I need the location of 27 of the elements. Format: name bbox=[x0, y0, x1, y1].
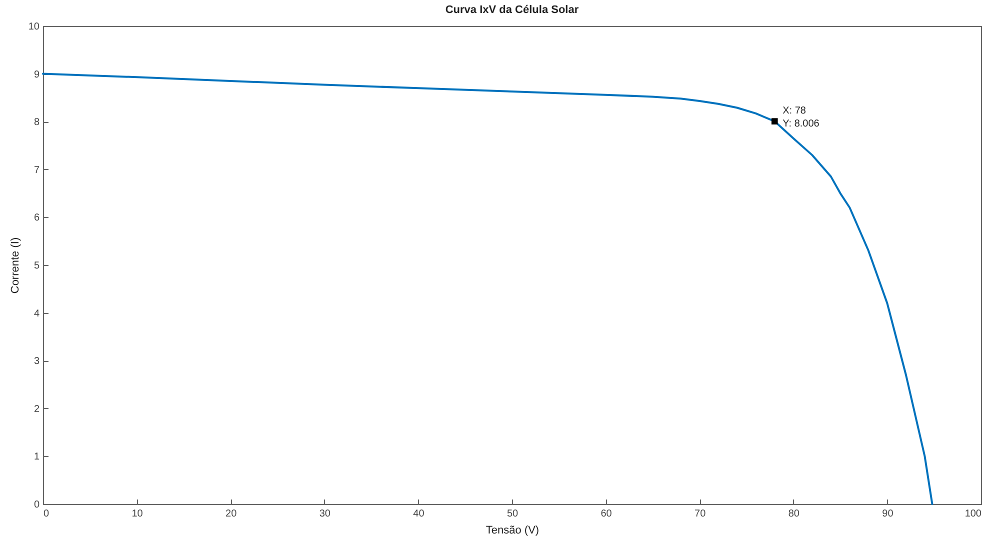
y-tick-label: 2 bbox=[34, 404, 40, 415]
chart-title: Curva IxV da Célula Solar bbox=[445, 4, 580, 16]
y-tick-label: 10 bbox=[28, 22, 40, 32]
y-tick-label: 6 bbox=[34, 212, 40, 224]
x-tick-label: 40 bbox=[413, 508, 425, 520]
y-tick-label: 4 bbox=[34, 308, 40, 320]
x-tick-label: 20 bbox=[226, 508, 238, 520]
x-tick-label: 80 bbox=[788, 508, 800, 520]
y-tick-label: 7 bbox=[34, 164, 40, 176]
y-tick-label: 8 bbox=[34, 117, 40, 128]
y-tick-label: 5 bbox=[34, 260, 40, 272]
annotation: X: 78 Y: 8.006 bbox=[782, 105, 820, 130]
line-series bbox=[42, 72, 934, 505]
y-tick-label: 3 bbox=[34, 356, 40, 368]
y-tick-label: 0 bbox=[34, 500, 40, 510]
x-tick-label: 30 bbox=[319, 508, 331, 520]
x-tick-label: 90 bbox=[882, 508, 894, 520]
y-tick-label: 9 bbox=[34, 69, 40, 80]
x-tick-label: 60 bbox=[600, 508, 612, 520]
x-tick-label: 50 bbox=[506, 508, 518, 520]
x-tick-label: 0 bbox=[44, 508, 50, 520]
y-axis-title: Corrente (I) bbox=[9, 237, 22, 294]
x-axis-title: Tensão (V) bbox=[486, 524, 540, 536]
y-tick-label: 1 bbox=[34, 452, 40, 463]
x-tick-label: 100 bbox=[964, 508, 982, 520]
x-tick-label: 10 bbox=[132, 508, 144, 520]
x-tick-label: 70 bbox=[694, 508, 706, 520]
